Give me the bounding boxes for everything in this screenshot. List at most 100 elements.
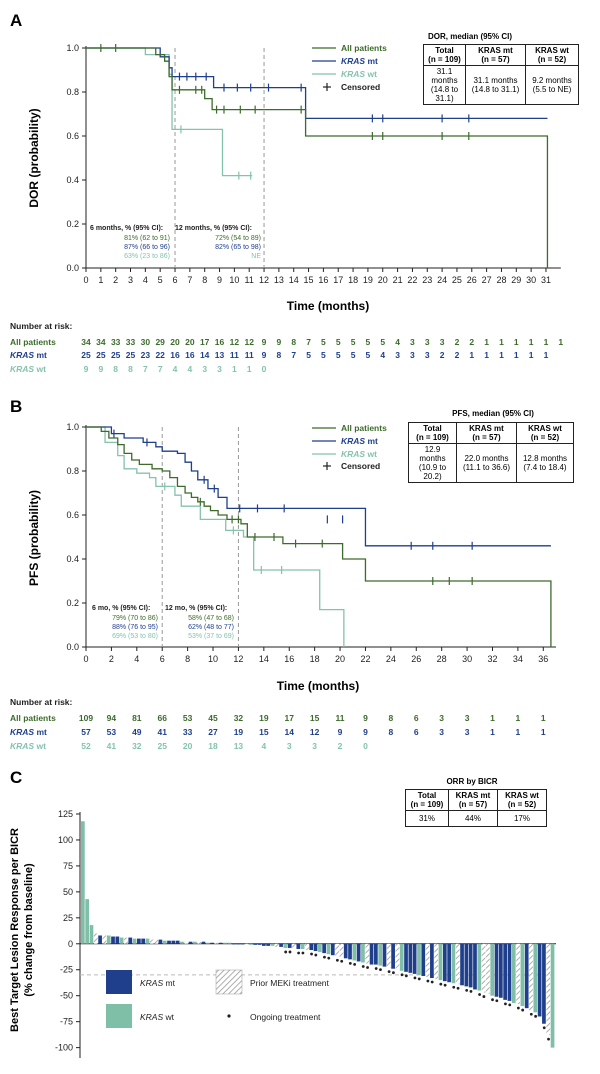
number-at-risk-wt: 41 [107,741,117,751]
number-at-risk-all: 20 [170,337,180,347]
ongoing-treatment-dot [340,959,344,963]
nar-wt-label: KRAS wt [10,364,46,374]
ongoing-treatment-dot [413,976,417,980]
ongoing-treatment-dot [297,951,301,955]
legend-wt-label: KRAS wt [341,449,377,459]
pfs-ann12-mt: 62% (48 to 77) [188,624,234,631]
waterfall-bar-wt [193,941,197,944]
dor-th-mt: KRAS mt (n = 57) [465,44,526,66]
x-tick-label: 0 [83,275,88,285]
waterfall-bar-wt [89,925,94,944]
number-at-risk-wt: 8 [113,364,118,374]
dor-th-wt: KRAS wt (n = 52) [525,44,579,66]
dor-ann12-wt: NE [251,253,261,260]
ongoing-treatment-dot [379,968,382,971]
number-at-risk-all: 9 [363,713,368,723]
ongoing-treatment-dot [426,979,430,983]
pfs-chart: 0.00.20.40.60.81.00 2 4 6 8 10 12 14 16 18 20 22 24 2… [66,422,556,751]
pfs-ann6-wt: 69% (53 to 80) [112,633,158,640]
waterfall-bar-undefined [550,943,555,1048]
panel-label-a: A [10,11,22,30]
number-at-risk-mt: 14 [200,350,210,360]
waterfall-bar-mt [171,940,176,944]
legend-all-label: All patients [341,423,387,433]
number-at-risk-mt: 5 [306,350,311,360]
y-tick-label: 0.4 [66,554,79,564]
dor-median-table: Total (n = 109) KRAS mt (n = 57) KRAS wt (n… [423,44,579,105]
number-at-risk-wt: 2 [338,741,343,751]
panel-label-c: C [10,768,22,787]
waterfall-bar-mt [266,943,270,946]
y-tick-label: 0.0 [66,642,79,652]
waterfall-bar-mt [460,943,464,986]
number-at-risk-all: 11 [336,713,345,723]
number-at-risk-mt: 13 [215,350,225,360]
waterfall-bar-mt [188,941,193,944]
waterfall-bar-wt [132,938,137,944]
ongoing-treatment-dot [465,988,469,992]
number-at-risk-mt: 1 [514,350,519,360]
number-at-risk-all: 7 [306,337,311,347]
waterfall-bar-prior-meki [335,943,339,957]
dor-x-axis-label: Time (months) [287,299,369,313]
y-tick-label: -75 [60,1017,73,1027]
waterfall-bar-mt [240,943,245,945]
number-at-risk-mt: 1 [484,350,489,360]
orr-waterfall-chart: 125 100 75 50 25 0 -25 -50 -75 -100 [55,809,556,1058]
x-tick-label: 31 [541,275,551,285]
ongoing-treatment-dot [542,1026,546,1030]
number-at-risk-mt: 53 [107,727,117,737]
number-at-risk-mt: 1 [529,350,534,360]
waterfall-bar-mt [330,943,335,956]
dor-ann6-mt: 87% (66 to 96) [124,244,170,251]
legend-censored-label: Censored [341,82,380,92]
number-at-risk-all: 3 [439,713,444,723]
waterfall-bar-mt [404,943,408,972]
y-tick-label: 0.6 [66,510,79,520]
ongoing-treatment-dot [430,980,434,984]
number-at-risk-mt: 14 [285,727,295,737]
pfs-th-total: Total (n = 109) [408,422,457,444]
x-tick-label: 21 [393,275,403,285]
legend-mt-label: KRAS mt [140,978,176,988]
waterfall-bar-mt [507,943,512,1001]
number-at-risk-mt: 12 [310,727,320,737]
waterfall-bar-wt [270,943,275,946]
waterfall-bar-wt [223,942,227,944]
x-tick-label: 18 [348,275,358,285]
pfs-median-table: Total (n = 109) KRAS mt (n = 57) KRAS wt (n… [408,422,574,483]
number-at-risk-mt: 5 [366,350,371,360]
x-tick-label: 3 [128,275,133,285]
number-at-risk-wt: 7 [143,364,148,374]
number-at-risk-wt: 3 [312,741,317,751]
x-tick-label: 22 [407,275,417,285]
orr-th-wt: KRAS wt (n = 52) [497,789,547,811]
number-at-risk-mt: 5 [351,350,356,360]
waterfall-bar-prior-meki [481,943,486,993]
x-tick-label: 7 [187,275,192,285]
waterfall-bar-mt [257,943,262,945]
x-tick-label: 20 [378,275,388,285]
legend-prior-meki-label: Prior MEKi treatment [250,978,330,988]
number-at-risk-mt: 2 [455,350,460,360]
number-at-risk-mt: 9 [363,727,368,737]
number-at-risk-mt: 2 [440,350,445,360]
waterfall-bar-mt [322,943,327,954]
y-tick-label: 0.2 [66,598,79,608]
waterfall-bar-mt [412,943,417,974]
number-at-risk-all: 33 [126,337,136,347]
number-at-risk-mt: 5 [336,350,341,360]
dor-chart: 0.00.20.40.60.81.00 1 2 3 4 5 6 7 8 9 10 11 12 13 14 15… [66,43,563,374]
number-at-risk-mt: 16 [170,350,180,360]
waterfall-bar-mt [430,943,434,979]
ongoing-treatment-dot [452,985,456,989]
orr-td-total: 31% [405,810,449,827]
ongoing-treatment-dot [417,977,421,981]
waterfall-bar-mt [537,943,542,1017]
waterfall-bar-mt [391,943,395,969]
x-tick-label: 1 [98,275,103,285]
number-at-risk-all: 8 [388,713,393,723]
x-tick-label: 14 [289,275,299,285]
x-tick-label: 5 [158,275,163,285]
waterfall-bar-mt [111,936,115,944]
